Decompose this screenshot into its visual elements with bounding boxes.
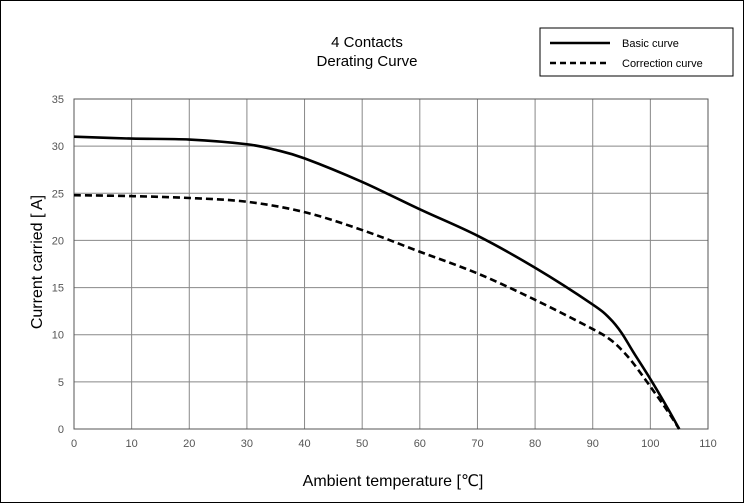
chart-title-line-2: Derating Curve — [317, 53, 418, 70]
legend: Basic curve Correction curve — [539, 27, 734, 77]
y-tick-label: 0 — [58, 424, 64, 436]
legend-box — [539, 27, 734, 77]
x-axis-title: Ambient temperature [℃] — [303, 473, 484, 490]
y-tick-label: 10 — [52, 330, 64, 342]
series-line-basic-curve — [73, 135, 681, 430]
y-tick-label: 20 — [52, 235, 64, 247]
x-tick-label: 30 — [241, 438, 253, 450]
y-tick-label: 15 — [52, 283, 64, 295]
x-tick-label: 70 — [471, 438, 483, 450]
chart-title-line-1: 4 Contacts — [331, 34, 403, 51]
series-lines — [73, 135, 681, 430]
x-tick-label: 50 — [356, 438, 368, 450]
y-tick-label: 35 — [52, 94, 64, 106]
legend-label-correction: Correction curve — [622, 58, 703, 70]
x-tick-label: 80 — [529, 438, 541, 450]
y-axis-title: Current carried [ A] — [29, 195, 46, 329]
x-tick-label: 40 — [298, 438, 310, 450]
y-tick-label: 30 — [52, 141, 64, 153]
tick-labels: 0 10 20 30 40 50 60 70 80 90 100 110 0 5 10 15 20 25 30 35 — [52, 94, 717, 450]
x-tick-label: 110 — [699, 438, 717, 450]
grid — [73, 98, 709, 430]
x-tick-label: 20 — [183, 438, 195, 450]
x-tick-label: 90 — [587, 438, 599, 450]
legend-label-basic: Basic curve — [622, 38, 679, 50]
series-line-correction-curve — [73, 193, 681, 430]
x-tick-label: 10 — [126, 438, 138, 450]
y-tick-label: 25 — [52, 188, 64, 200]
x-tick-label: 0 — [71, 438, 77, 450]
x-tick-label: 100 — [641, 438, 659, 450]
y-tick-label: 5 — [58, 377, 64, 389]
x-tick-label: 60 — [414, 438, 426, 450]
plot-area-border — [73, 98, 709, 430]
